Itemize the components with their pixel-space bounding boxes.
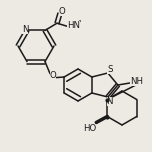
Text: HO: HO: [83, 124, 96, 133]
Text: HN: HN: [67, 21, 80, 30]
Text: N: N: [22, 25, 28, 34]
Text: NH: NH: [130, 76, 143, 85]
Text: S: S: [107, 64, 113, 74]
Text: O: O: [50, 71, 56, 80]
Text: O: O: [59, 7, 65, 16]
Text: N: N: [107, 97, 113, 105]
